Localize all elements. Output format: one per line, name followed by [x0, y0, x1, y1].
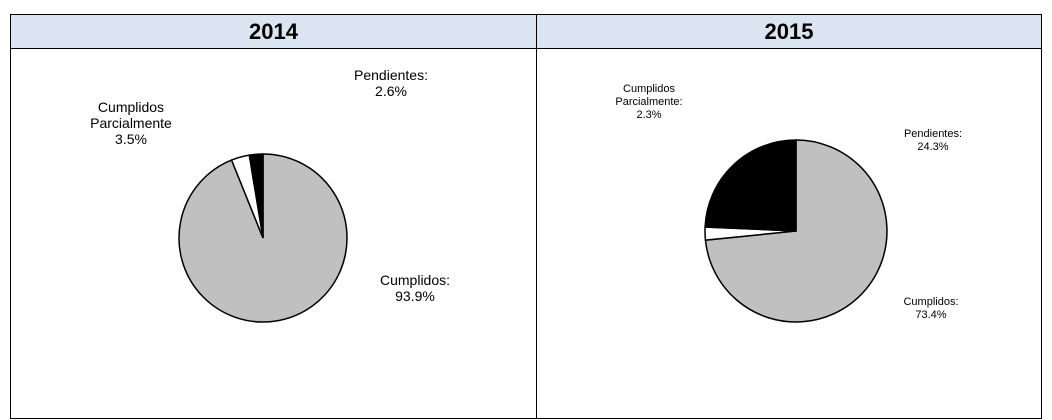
chart-title: 2015 — [537, 15, 1041, 49]
label-cumplidos-value: 73.4% — [915, 309, 946, 321]
pie-slice-pendientes — [248, 153, 264, 239]
label-parcial-name-line1: Cumplidos — [623, 83, 675, 95]
label-parcial-value: 3.5% — [115, 131, 147, 147]
label-cumplidos-value: 93.9% — [395, 288, 435, 304]
label-pendientes-value: 2.6% — [375, 83, 407, 99]
chart-title: 2014 — [11, 15, 536, 49]
chart-panel-2015: 2015 Cumplidos Parcialmente: 2.3% Pendie… — [537, 14, 1042, 419]
label-pendientes-value: 24.3% — [917, 141, 948, 153]
pie-slice-pendientes — [704, 139, 797, 232]
chart-panel-2014: 2014 Pendientes: 2.6% Cumplidos Parcialm… — [10, 14, 537, 419]
label-parcial-name-line2: Parcialmente: — [615, 96, 682, 108]
label-parcial-value: 2.3% — [636, 109, 661, 121]
label-parcial-name-line2: Parcialmente — [90, 115, 172, 131]
pie-chart-2015: Cumplidos Parcialmente: 2.3% Pendientes:… — [615, 83, 962, 323]
pie-slices — [704, 139, 888, 323]
label-pendientes-name: Pendientes: — [354, 67, 428, 83]
pie-chart-2014: Pendientes: 2.6% Cumplidos Parcialmente … — [90, 67, 450, 323]
label-parcial-name-line1: Cumplidos — [98, 99, 164, 115]
pie-slices — [178, 153, 348, 323]
label-pendientes-name: Pendientes: — [904, 128, 962, 140]
label-cumplidos-name: Cumplidos: — [903, 296, 958, 308]
label-cumplidos-name: Cumplidos: — [380, 272, 450, 288]
